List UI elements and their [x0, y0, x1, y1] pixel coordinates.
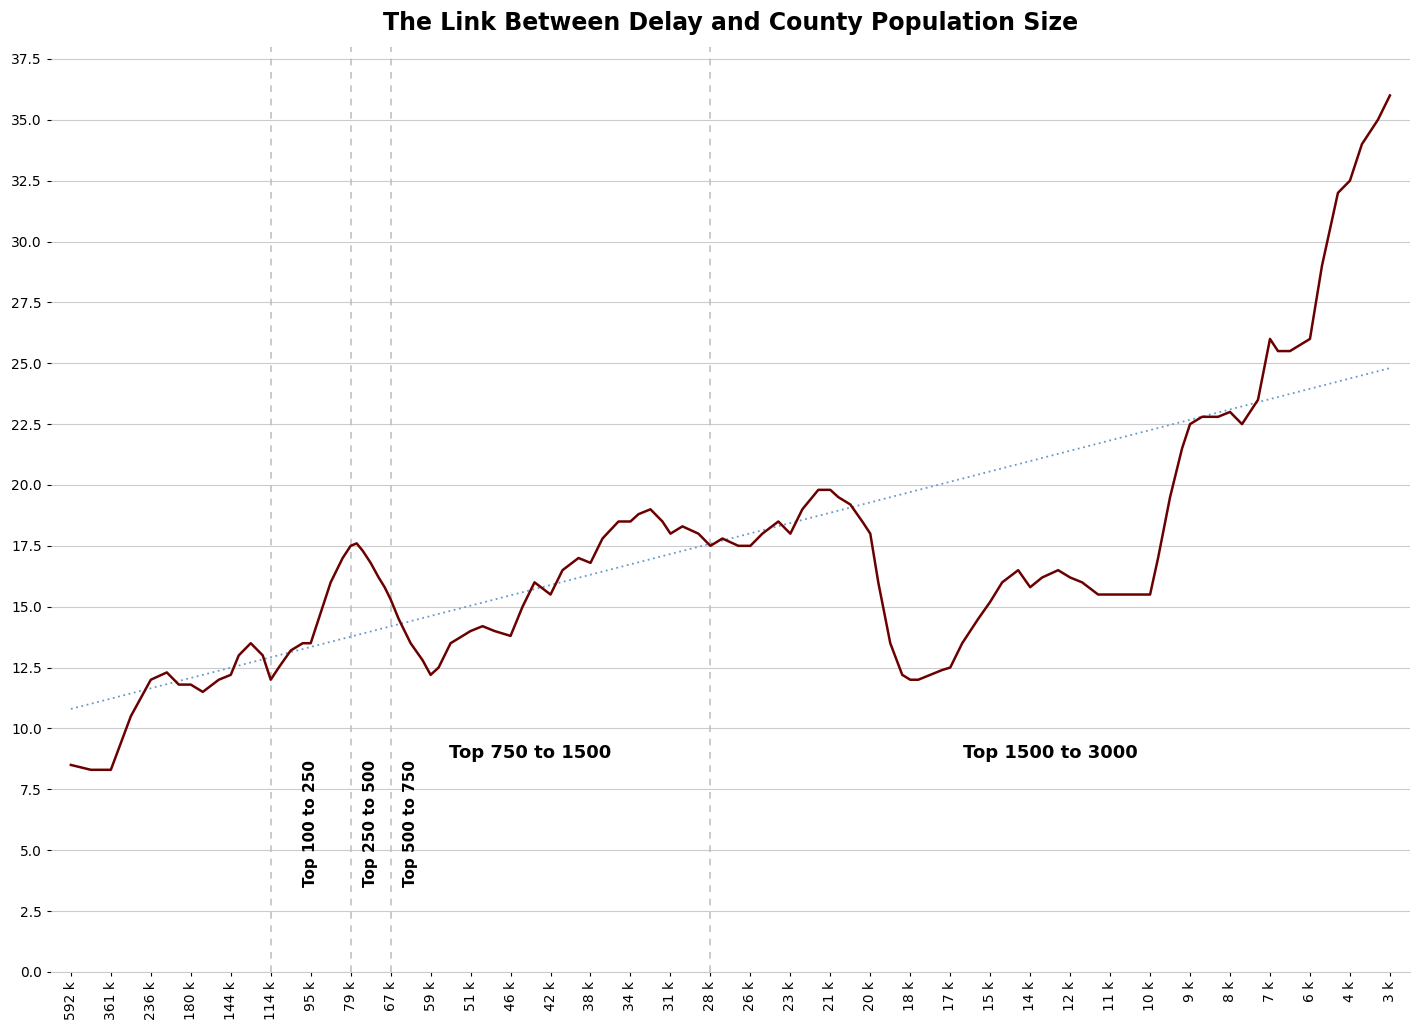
Title: The Link Between Delay and County Population Size: The Link Between Delay and County Popula…: [382, 11, 1079, 35]
Text: Top 100 to 250: Top 100 to 250: [303, 760, 318, 887]
Text: Top 1500 to 3000: Top 1500 to 3000: [963, 743, 1138, 762]
Text: Top 750 to 1500: Top 750 to 1500: [449, 743, 611, 762]
Text: Top 500 to 750: Top 500 to 750: [404, 760, 418, 887]
Text: Top 250 to 500: Top 250 to 500: [364, 760, 378, 887]
